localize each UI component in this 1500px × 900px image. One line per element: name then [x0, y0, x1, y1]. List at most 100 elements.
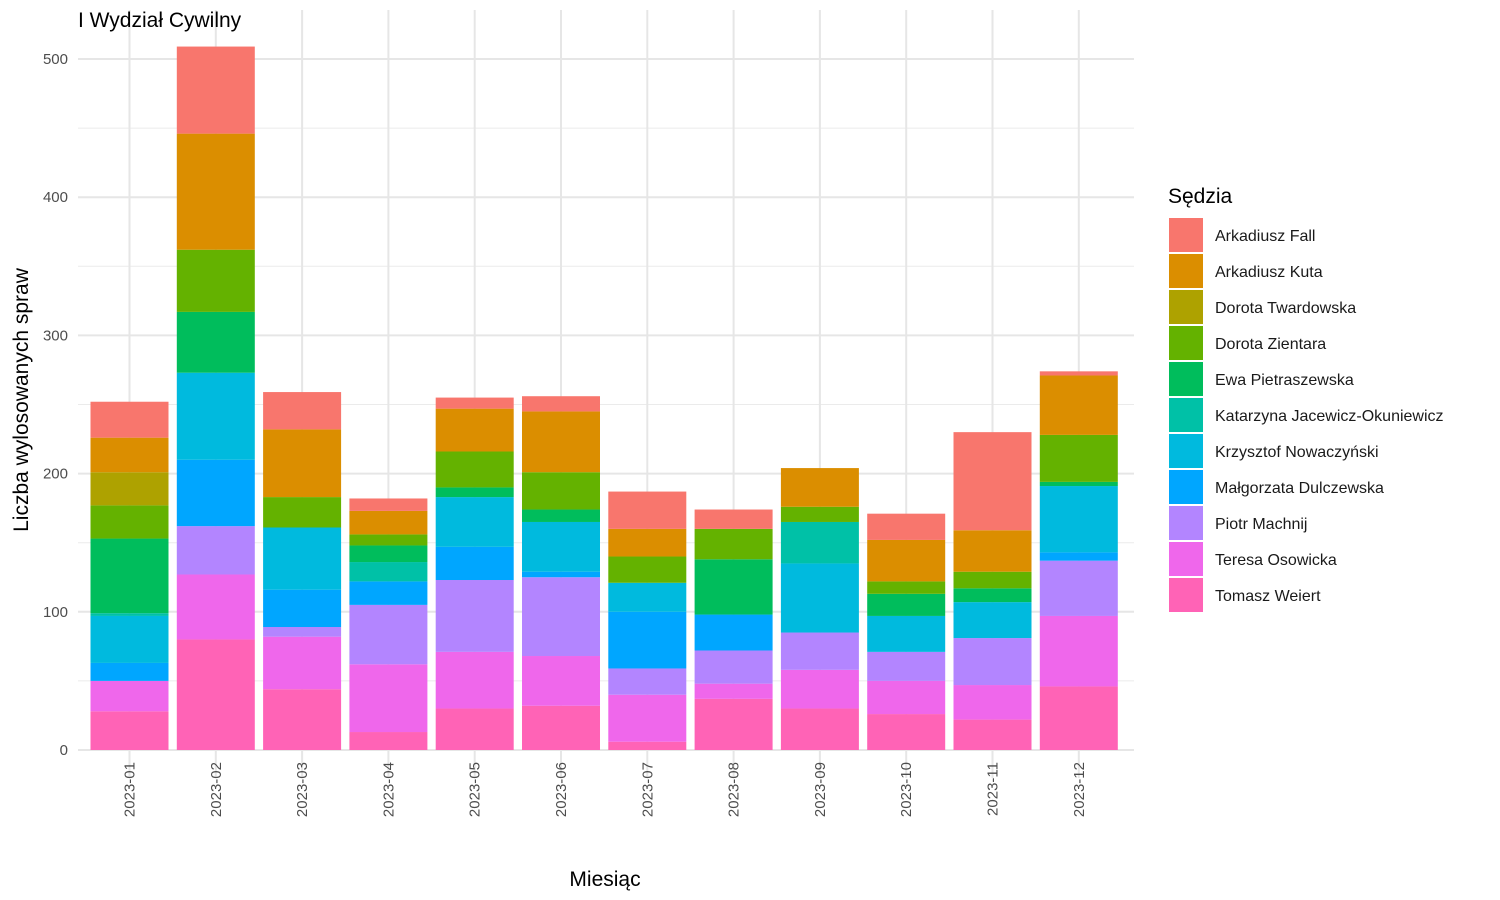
- bar-segment: [694, 698, 773, 750]
- bar-segment: [953, 588, 1032, 603]
- bar-segment: [349, 581, 428, 605]
- bar-segment: [608, 668, 687, 695]
- y-tick-label: 200: [43, 466, 68, 483]
- bar-segment: [953, 685, 1032, 720]
- x-tick-label: 2023-06: [553, 762, 570, 817]
- bar-segment: [349, 534, 428, 546]
- bar-segment: [1039, 552, 1118, 561]
- bar-segment: [349, 545, 428, 563]
- bar-segment: [867, 615, 946, 652]
- x-axis: 2023-01 2023-02 2023-03 2023-04 2023-05 2023-…: [122, 762, 1088, 817]
- x-tick-label: 2023-10: [898, 762, 915, 817]
- legend-key: [1169, 578, 1203, 612]
- bar-segment: [90, 505, 169, 539]
- bar-segment: [435, 408, 514, 452]
- legend-key: [1169, 506, 1203, 540]
- legend-label: Piotr Machnij: [1215, 516, 1307, 533]
- bar-segment: [263, 627, 342, 637]
- bar-segment: [694, 650, 773, 684]
- x-tick-label: 2023-07: [639, 762, 656, 817]
- bar-segment: [90, 472, 169, 506]
- bar-segment: [1039, 615, 1118, 687]
- bar-segment: [1039, 434, 1118, 482]
- bar-segment: [522, 472, 600, 510]
- bar-segment: [349, 604, 428, 665]
- bar-segment: [263, 589, 342, 628]
- bar-segment: [263, 392, 342, 430]
- legend-label: Teresa Osowicka: [1215, 552, 1337, 569]
- bar-segment: [176, 46, 255, 134]
- bar-segment: [90, 401, 169, 438]
- bar-segment: [780, 708, 859, 750]
- bar-segment: [780, 506, 859, 522]
- bar-segment: [694, 683, 773, 699]
- bar-segment: [953, 432, 1032, 531]
- legend-label: Ewa Pietraszewska: [1215, 372, 1354, 389]
- x-tick-label: 2023-09: [812, 762, 829, 817]
- x-axis-title: Miesiąc: [569, 868, 640, 891]
- bar-segment: [176, 526, 255, 575]
- bar-segment: [608, 556, 687, 583]
- bar-segment: [1039, 371, 1118, 376]
- bar-segment: [953, 602, 1032, 639]
- bars: [90, 46, 1118, 750]
- bar-segment: [435, 708, 514, 750]
- bar-segment: [90, 680, 169, 712]
- legend-label: Katarzyna Jacewicz-Okuniewicz: [1215, 408, 1444, 425]
- legend-label: Dorota Zientara: [1215, 336, 1326, 353]
- bar-segment: [90, 662, 169, 681]
- bar-segment: [867, 593, 946, 616]
- bar-segment: [780, 521, 859, 564]
- bar-segment: [263, 527, 342, 590]
- x-tick-label: 2023-03: [294, 762, 311, 817]
- bar-segment: [1039, 486, 1118, 553]
- bar-segment: [608, 611, 687, 669]
- x-tick-label: 2023-05: [467, 762, 484, 817]
- bar-segment: [522, 656, 600, 706]
- bar-segment: [608, 741, 687, 750]
- legend-label: Tomasz Weiert: [1215, 588, 1321, 605]
- bar-segment: [608, 528, 687, 557]
- y-axis: 0 100 200 300 400 500: [43, 51, 68, 759]
- bar-segment: [780, 468, 859, 507]
- bar-segment: [522, 571, 600, 578]
- chart-title: I Wydział Cywilny: [78, 9, 242, 32]
- legend-key: [1169, 218, 1203, 252]
- bar-segment: [349, 510, 428, 535]
- bar-segment: [522, 396, 600, 412]
- bar-segment: [1039, 560, 1118, 616]
- bar-segment: [694, 528, 773, 560]
- y-axis-title: Liczba wylosowanych spraw: [10, 267, 33, 532]
- legend-title: Sędzia: [1168, 185, 1233, 208]
- bar-segment: [1039, 375, 1118, 435]
- x-tick-label: 2023-11: [985, 762, 1002, 816]
- bar-segment: [522, 577, 600, 657]
- bar-segment: [608, 694, 687, 742]
- bar-segment: [349, 664, 428, 733]
- bar-segment: [176, 459, 255, 527]
- y-tick-label: 100: [43, 604, 68, 621]
- bar-segment: [349, 498, 428, 511]
- bar-segment: [694, 614, 773, 651]
- bar-segment: [435, 487, 514, 498]
- legend-key: [1169, 470, 1203, 504]
- bar-segment: [953, 719, 1032, 750]
- legend: Sędzia Arkadiusz Fall Arkadiusz Kuta Dorot…: [1168, 185, 1444, 612]
- bar-segment: [1039, 481, 1118, 487]
- bar-segment: [522, 705, 600, 750]
- bar-segment: [1039, 686, 1118, 750]
- bar-segment: [176, 639, 255, 750]
- bar-segment: [435, 651, 514, 709]
- bar-segment: [435, 451, 514, 488]
- bar-segment: [435, 497, 514, 547]
- legend-key: [1169, 254, 1203, 288]
- y-tick-label: 500: [43, 51, 68, 68]
- bar-segment: [176, 133, 255, 250]
- bar-segment: [90, 613, 169, 616]
- bar-segment: [608, 582, 687, 612]
- legend-key: [1169, 542, 1203, 576]
- bar-segment: [435, 546, 514, 581]
- bar-segment: [867, 513, 946, 540]
- bar-segment: [176, 311, 255, 373]
- bar-segment: [608, 491, 687, 529]
